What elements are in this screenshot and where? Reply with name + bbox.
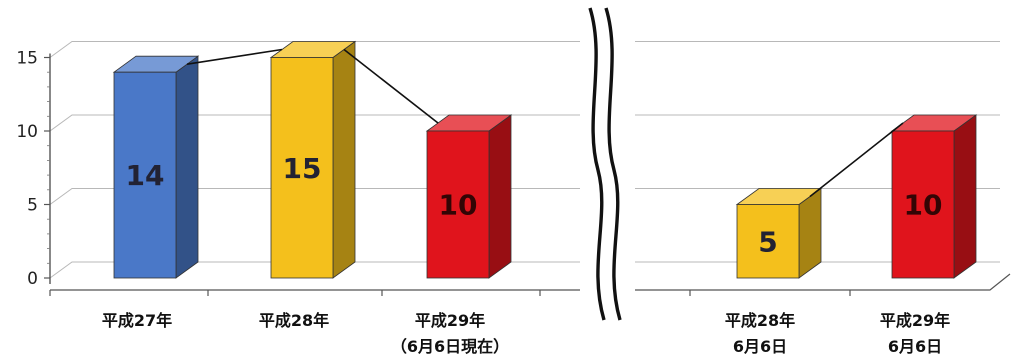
bar-side <box>953 114 977 279</box>
data-label: 10 <box>904 189 943 222</box>
grid-line <box>49 188 580 205</box>
bar <box>890 114 978 279</box>
bar <box>112 55 200 279</box>
category-sublabel: 6月6日 <box>733 337 787 356</box>
category-sublabel: 6月6日 <box>888 337 942 356</box>
category-label: 平成29年 <box>415 311 485 330</box>
break-line <box>604 7 622 321</box>
category-label: 平成29年 <box>880 311 950 330</box>
bar <box>269 40 357 279</box>
y-tick-label: 10 <box>16 122 38 142</box>
bar-side <box>175 55 199 279</box>
bar-side <box>488 114 512 279</box>
category-sublabel: （6月6日現在） <box>391 337 509 356</box>
grid-line <box>49 261 580 279</box>
connector-line <box>809 122 904 198</box>
data-label: 10 <box>439 189 478 222</box>
category-label: 平成28年 <box>725 311 795 330</box>
x-axis <box>49 273 1011 296</box>
data-label: 15 <box>283 152 322 185</box>
y-tick-label: 0 <box>27 269 38 289</box>
data-label: 5 <box>758 225 777 258</box>
break-line <box>588 7 606 321</box>
category-labels: 平成27年 平成28年 平成29年 （6月6日現在） 平成28年 6月6日 平成29年 6月6… <box>102 311 950 356</box>
bar-front <box>736 204 800 279</box>
data-label: 14 <box>126 159 165 192</box>
y-tick-label: 15 <box>16 49 38 69</box>
x-axis-line <box>635 273 1011 291</box>
category-label: 平成27年 <box>102 311 172 330</box>
connector-line <box>343 48 439 124</box>
bar-side <box>332 40 356 279</box>
grid-line <box>49 41 580 58</box>
data-labels: 14 15 10 5 10 <box>126 152 943 259</box>
connector-line <box>186 48 283 65</box>
bar-front <box>113 71 177 279</box>
category-label: 平成28年 <box>259 311 329 330</box>
bars <box>112 40 978 279</box>
bar-front <box>426 130 490 279</box>
bar <box>425 114 513 279</box>
bar <box>735 187 823 279</box>
bar-front <box>891 130 955 279</box>
y-axis: 0 5 10 15 <box>16 49 51 289</box>
grid-lines <box>49 41 1000 279</box>
bar-front <box>270 57 334 279</box>
y-tick-label: 5 <box>27 196 38 216</box>
connector-lines <box>186 48 904 198</box>
grid-line <box>49 114 580 132</box>
axis-break-mark <box>588 7 622 321</box>
